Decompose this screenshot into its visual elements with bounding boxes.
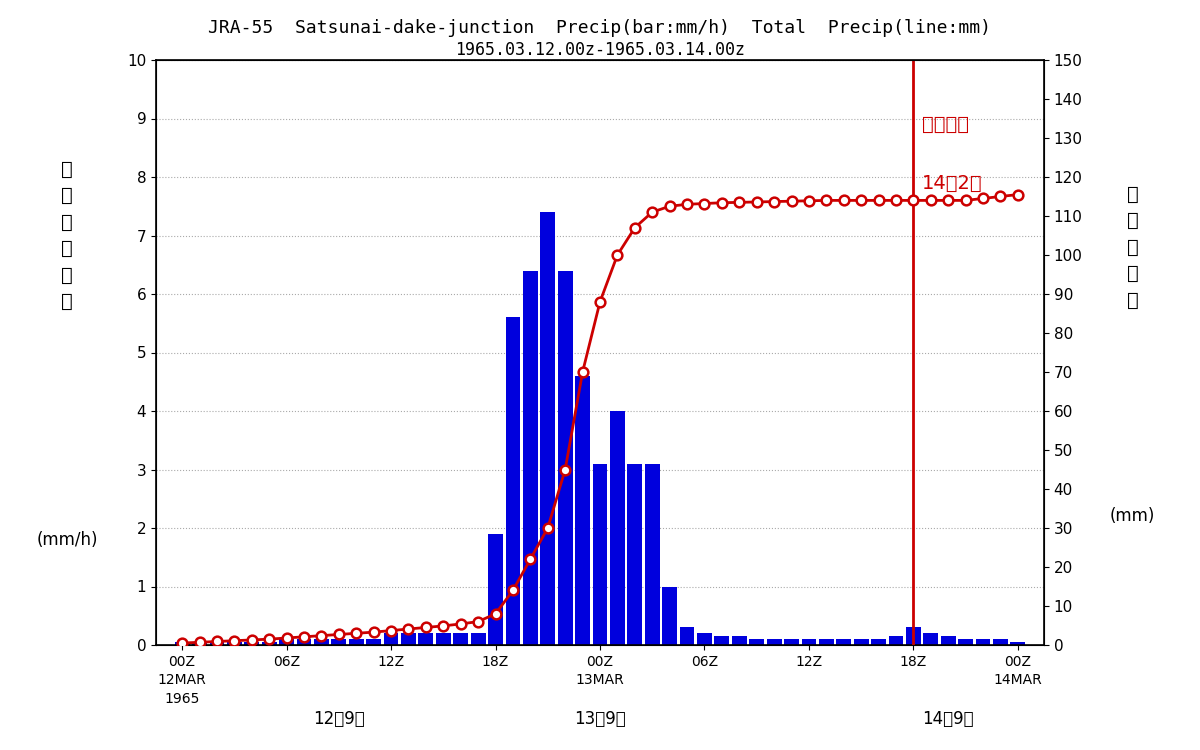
- Text: 14日2時: 14日2時: [922, 174, 983, 193]
- Bar: [924, 633, 938, 645]
- Bar: [662, 586, 677, 645]
- Bar: [280, 639, 294, 645]
- Text: 積
算
降
水
量: 積 算 降 水 量: [1127, 184, 1139, 310]
- Bar: [523, 271, 538, 645]
- Bar: [575, 376, 590, 645]
- Bar: [262, 642, 276, 645]
- Bar: [959, 639, 973, 645]
- Bar: [454, 633, 468, 645]
- Bar: [644, 464, 660, 645]
- Text: JRA-55  Satsunai-dake-junction  Precip(bar:mm/h)  Total  Precip(line:mm): JRA-55 Satsunai-dake-junction Precip(bar…: [209, 19, 991, 37]
- Bar: [210, 642, 224, 645]
- Bar: [540, 212, 556, 645]
- Text: 14日9時: 14日9時: [923, 710, 974, 728]
- Bar: [853, 639, 869, 645]
- Bar: [714, 636, 730, 645]
- Bar: [906, 628, 920, 645]
- Bar: [488, 534, 503, 645]
- Bar: [784, 639, 799, 645]
- Bar: [976, 639, 990, 645]
- Bar: [593, 464, 607, 645]
- Bar: [610, 411, 625, 645]
- Bar: [628, 464, 642, 645]
- Text: (mm): (mm): [1110, 507, 1156, 525]
- Bar: [871, 639, 886, 645]
- Text: 13日9時: 13日9時: [574, 710, 626, 728]
- Bar: [401, 633, 416, 645]
- Bar: [767, 639, 781, 645]
- Bar: [175, 642, 190, 645]
- Bar: [192, 642, 206, 645]
- Text: 雪崩発生: 雪崩発生: [922, 116, 970, 134]
- Bar: [732, 636, 746, 645]
- Bar: [994, 639, 1008, 645]
- Bar: [1010, 642, 1025, 645]
- Bar: [505, 317, 521, 645]
- Bar: [749, 639, 764, 645]
- Text: 一
時
間
降
水
量: 一 時 間 降 水 量: [61, 160, 73, 311]
- Bar: [227, 642, 241, 645]
- Text: (mm/h): (mm/h): [36, 531, 98, 549]
- Bar: [419, 633, 433, 645]
- Bar: [245, 642, 259, 645]
- Bar: [802, 639, 816, 645]
- Bar: [349, 639, 364, 645]
- Text: 1965.03.12.00z-1965.03.14.00z: 1965.03.12.00z-1965.03.14.00z: [455, 41, 745, 59]
- Bar: [296, 639, 312, 645]
- Bar: [470, 633, 486, 645]
- Bar: [331, 639, 347, 645]
- Bar: [888, 636, 904, 645]
- Bar: [818, 639, 834, 645]
- Bar: [384, 633, 398, 645]
- Bar: [558, 271, 572, 645]
- Bar: [679, 628, 695, 645]
- Bar: [941, 636, 955, 645]
- Bar: [697, 633, 712, 645]
- Bar: [366, 639, 382, 645]
- Text: 12日9時: 12日9時: [313, 710, 365, 728]
- Bar: [314, 639, 329, 645]
- Bar: [436, 633, 451, 645]
- Bar: [836, 639, 851, 645]
